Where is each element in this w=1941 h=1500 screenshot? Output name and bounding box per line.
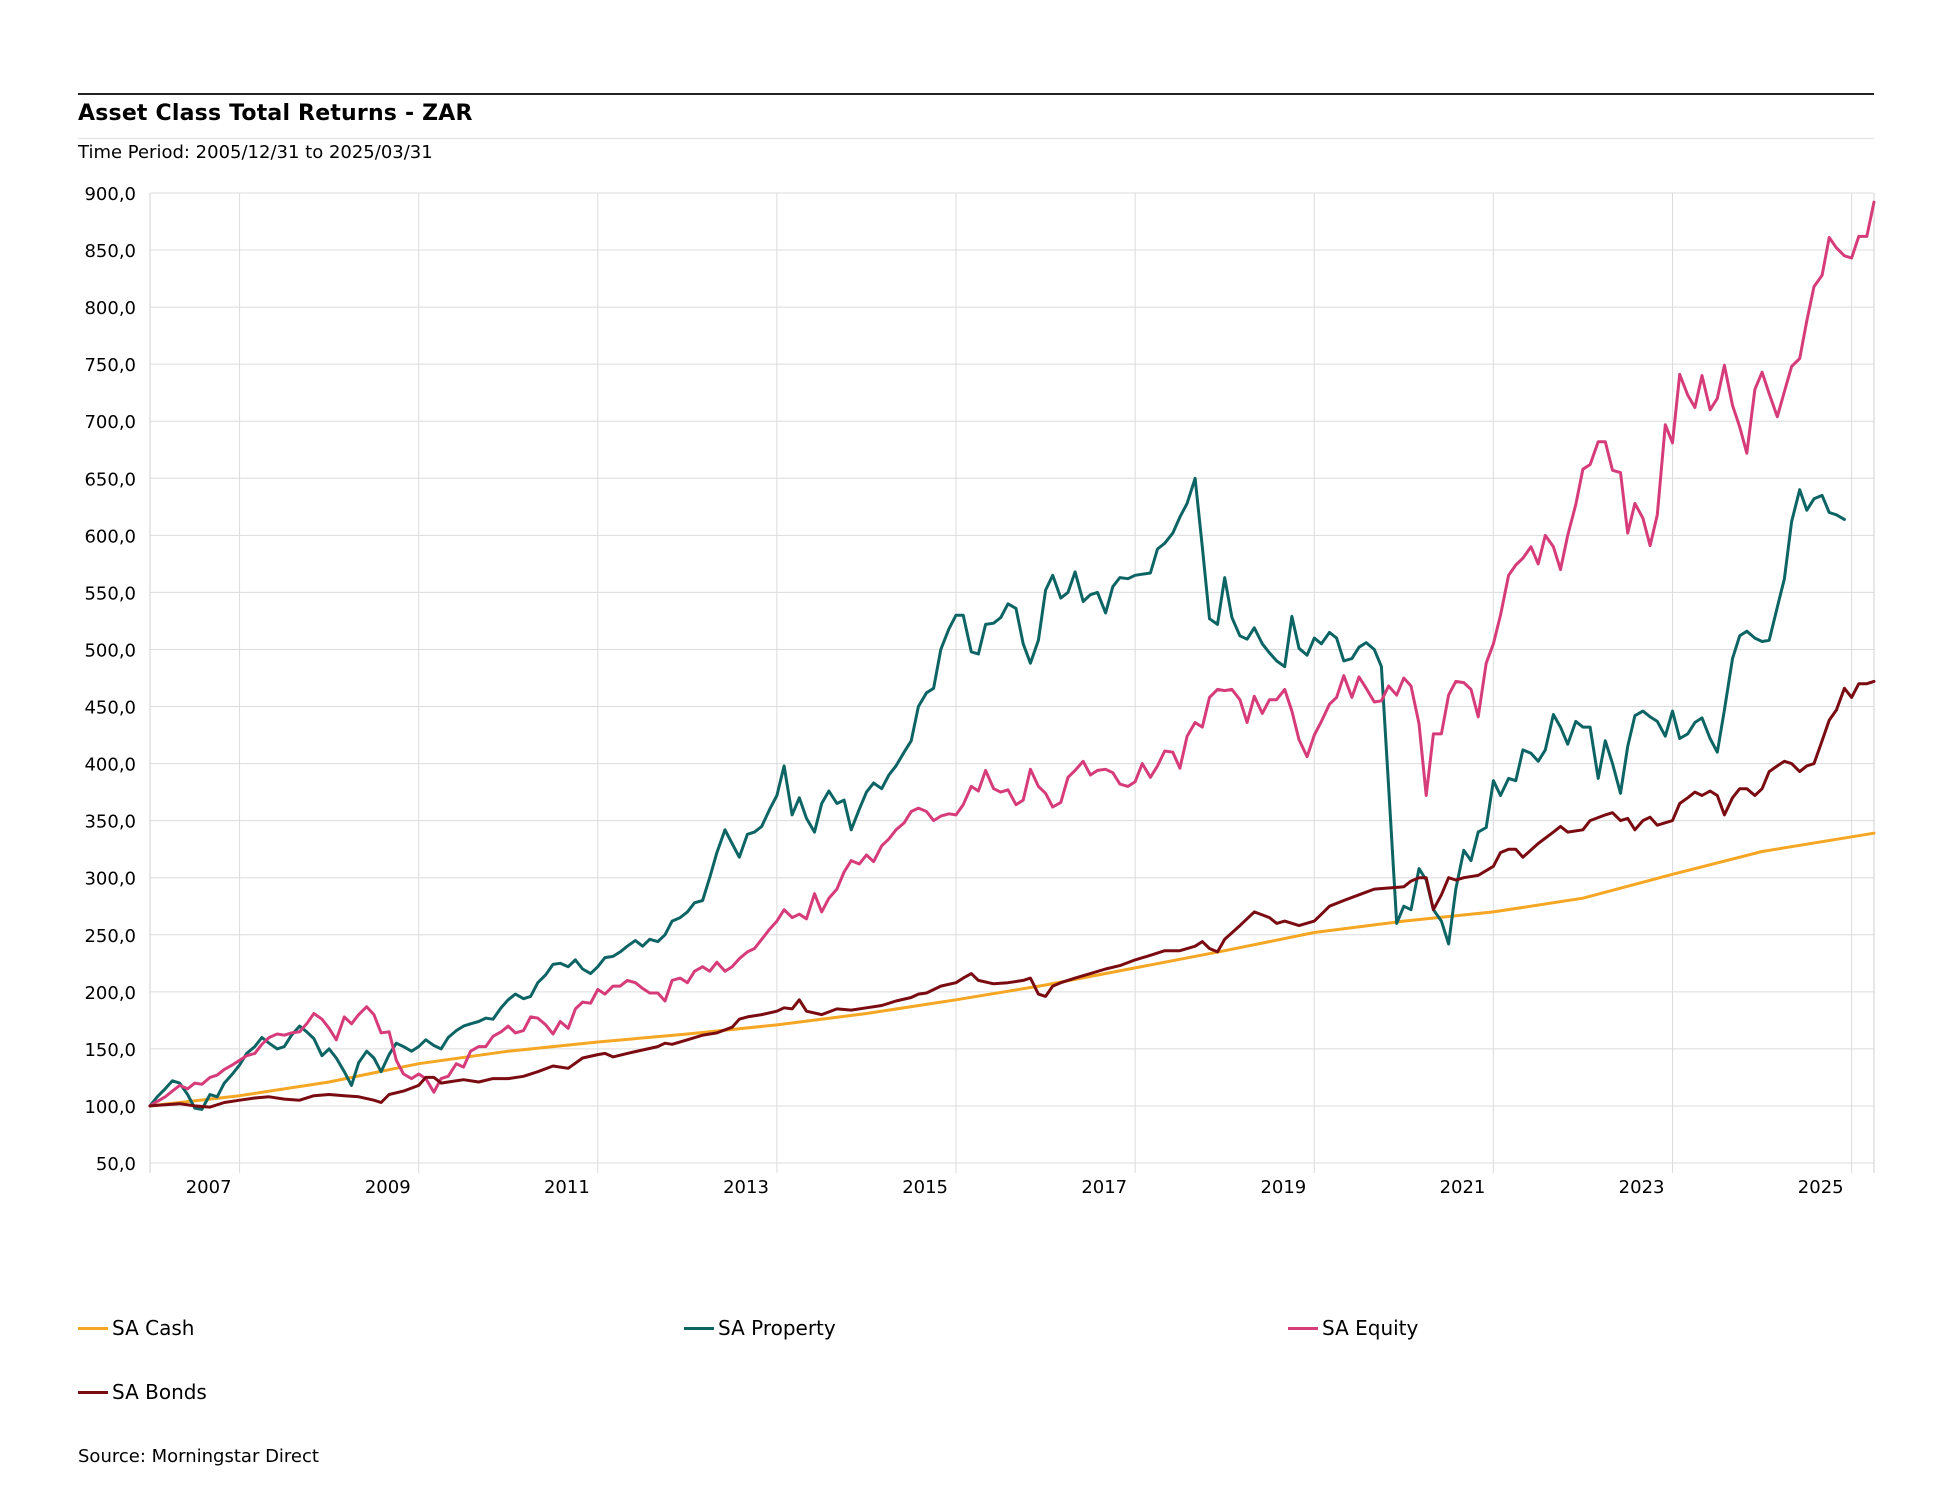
x-tick-label: 2023 <box>1619 1177 1665 1198</box>
x-tick-label: 2009 <box>365 1177 411 1198</box>
x-tick-label: 2025 <box>1798 1177 1844 1198</box>
y-tick-label: 300,0 <box>84 869 136 890</box>
y-tick-label: 50,0 <box>96 1154 136 1175</box>
y-tick-label: 600,0 <box>84 526 136 547</box>
y-tick-label: 650,0 <box>84 469 136 490</box>
y-tick-label: 900,0 <box>84 184 136 205</box>
legend-label: SA Cash <box>112 1316 195 1340</box>
title-top-rule <box>78 93 1874 95</box>
y-tick-label: 850,0 <box>84 241 136 262</box>
y-tick-label: 800,0 <box>84 298 136 319</box>
chart-subtitle: Time Period: 2005/12/31 to 2025/03/31 <box>78 142 433 163</box>
x-tick-label: 2013 <box>723 1177 769 1198</box>
y-tick-label: 200,0 <box>84 983 136 1004</box>
source-note: Source: Morningstar Direct <box>78 1446 319 1467</box>
series-line-sa-equity <box>148 200 1876 1108</box>
legend-swatch <box>1288 1326 1318 1330</box>
title-divider <box>78 138 1874 139</box>
y-tick-label: 400,0 <box>84 755 136 776</box>
x-tick-label: 2017 <box>1081 1177 1127 1198</box>
y-tick-label: 550,0 <box>84 583 136 604</box>
y-tick-label: 350,0 <box>84 812 136 833</box>
y-tick-label: 250,0 <box>84 926 136 947</box>
legend-swatch <box>78 1390 108 1394</box>
legend-swatch <box>684 1326 714 1330</box>
legend-item: SA Equity <box>1288 1316 1418 1340</box>
series-line-sa-bonds <box>148 679 1876 1109</box>
y-tick-label: 100,0 <box>84 1097 136 1118</box>
y-tick-label: 750,0 <box>84 355 136 376</box>
series-line-sa-cash <box>148 831 1876 1108</box>
y-tick-label: 500,0 <box>84 640 136 661</box>
series-line-sa-property <box>148 476 1846 1111</box>
x-tick-label: 2015 <box>902 1177 948 1198</box>
x-tick-label: 2011 <box>544 1177 590 1198</box>
legend-item: SA Bonds <box>78 1380 207 1404</box>
legend-label: SA Bonds <box>112 1380 207 1404</box>
x-tick-label: 2021 <box>1440 1177 1486 1198</box>
y-tick-label: 150,0 <box>84 1040 136 1061</box>
y-tick-label: 700,0 <box>84 412 136 433</box>
legend-item: SA Property <box>684 1316 836 1340</box>
legend-swatch <box>78 1326 108 1330</box>
x-tick-label: 2007 <box>186 1177 232 1198</box>
y-tick-label: 450,0 <box>84 698 136 719</box>
legend-label: SA Equity <box>1322 1316 1419 1340</box>
legend-item: SA Cash <box>78 1316 194 1340</box>
x-tick-label: 2019 <box>1260 1177 1306 1198</box>
chart-title: Asset Class Total Returns - ZAR <box>78 101 473 126</box>
legend-label: SA Property <box>718 1316 836 1340</box>
